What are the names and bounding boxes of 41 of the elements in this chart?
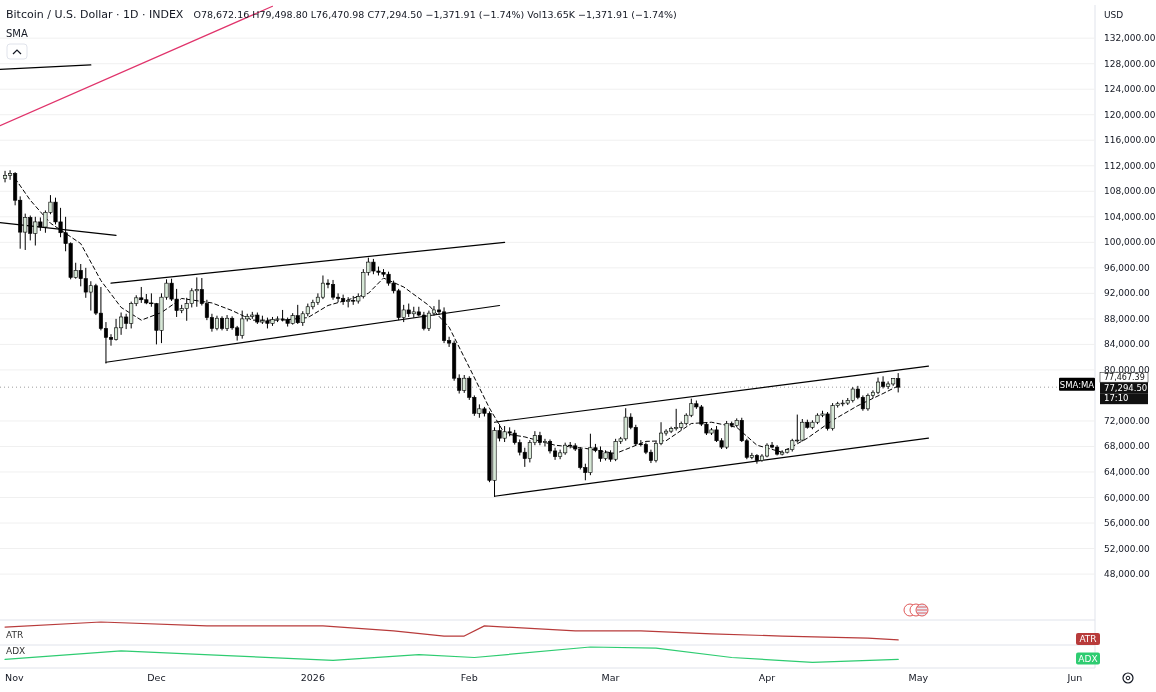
y-tick-label: 116,000.00 — [1104, 135, 1156, 146]
y-tick-label: 72,000.00 — [1104, 415, 1151, 426]
x-tick-label: Nov — [5, 672, 24, 683]
text: SMA:MA — [1059, 379, 1095, 390]
x-tick-label: Dec — [147, 672, 166, 683]
ref-line-label: 77,294.50 — [1104, 383, 1148, 394]
y-tick-label: 88,000.00 — [1104, 313, 1151, 324]
series-label: ATR — [6, 630, 24, 641]
chart-title: Bitcoin / U.S. Dollar · 1D · INDEX — [6, 8, 184, 21]
y-tick-label: 100,000.00 — [1104, 237, 1156, 248]
text: 77,467.39 — [1104, 373, 1145, 383]
text: ATR — [1079, 634, 1097, 645]
y-tick-label: 112,000.00 — [1104, 160, 1156, 171]
x-tick-label: Apr — [758, 672, 776, 683]
series-label: ADX — [6, 646, 26, 657]
y-tick-label: 128,000.00 — [1104, 58, 1156, 69]
x-tick-label: Mar — [601, 672, 620, 683]
y-tick-label: 64,000.00 — [1104, 466, 1151, 477]
x-tick-label: Feb — [460, 672, 478, 683]
x-tick-label: May — [908, 672, 929, 683]
y-tick-label: 84,000.00 — [1104, 339, 1151, 350]
y-tick-label: 96,000.00 — [1104, 262, 1151, 273]
y-tick-label: 92,000.00 — [1104, 288, 1151, 299]
text: ADX — [1078, 653, 1098, 664]
y-tick-label: 52,000.00 — [1104, 543, 1151, 554]
y-tick-label: 108,000.00 — [1104, 186, 1156, 197]
y-tick-label: 132,000.00 — [1104, 33, 1156, 44]
y-tick-label: 68,000.00 — [1104, 441, 1151, 452]
x-tick-label: 2026 — [300, 672, 325, 683]
y-tick-label: 104,000.00 — [1104, 211, 1156, 222]
x-tick-label: Jun — [1066, 672, 1083, 683]
text: 17:10 — [1104, 393, 1129, 404]
y-axis-title: USD — [1104, 10, 1124, 20]
y-tick-label: 56,000.00 — [1104, 518, 1151, 529]
text: O78,672.16 H79,498.80 L76,470.98 C77,294.50 −1,371.91 (−1.74%) Vol13.65K −1,371.91 (−1.74%) — [193, 9, 677, 20]
y-tick-label: 60,000.00 — [1104, 492, 1151, 503]
candlestick — [3, 170, 8, 183]
y-tick-label: 124,000.00 — [1104, 84, 1156, 95]
y-tick-label: 120,000.00 — [1104, 109, 1156, 120]
annotation: SMA — [6, 28, 28, 39]
y-tick-label: 48,000.00 — [1104, 569, 1151, 580]
